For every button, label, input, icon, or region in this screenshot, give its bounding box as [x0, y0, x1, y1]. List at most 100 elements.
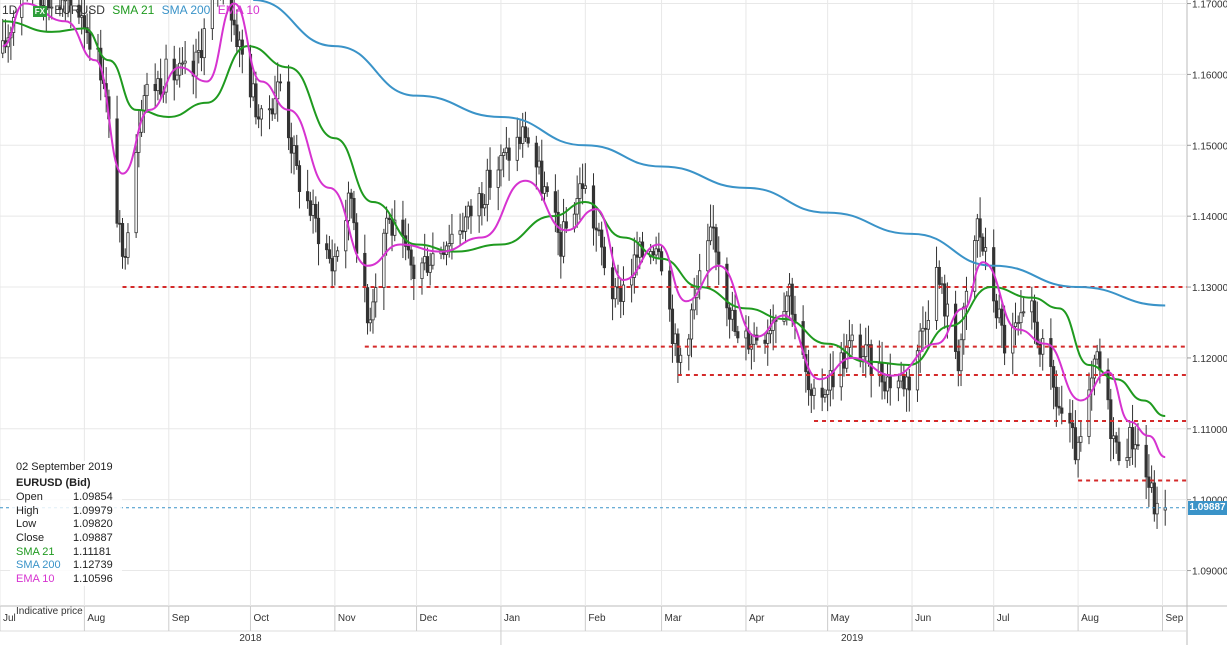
candle-body	[276, 81, 280, 100]
candle	[850, 324, 854, 356]
candle	[412, 256, 416, 300]
candle-body	[1041, 338, 1045, 355]
candle	[1150, 465, 1154, 493]
candle	[1109, 388, 1113, 462]
candle-body	[363, 252, 367, 288]
candle-body	[1060, 407, 1064, 414]
candle	[747, 316, 751, 355]
candle	[888, 353, 892, 406]
candle	[502, 148, 506, 178]
candle	[344, 199, 348, 269]
candle	[466, 201, 470, 230]
candle-body	[725, 263, 729, 309]
candle-body	[365, 287, 370, 324]
candle-body	[610, 267, 615, 300]
candle-body	[1114, 435, 1118, 443]
candle-body	[1125, 457, 1129, 462]
candle-body	[785, 295, 789, 312]
candle-body	[668, 270, 672, 310]
candle-body	[583, 185, 587, 189]
candle	[202, 18, 206, 76]
candle	[736, 325, 740, 344]
candle-body	[869, 344, 873, 376]
candle	[194, 38, 198, 99]
candle-body	[730, 309, 734, 320]
candle-body	[1152, 482, 1156, 515]
candle-body	[126, 232, 130, 258]
candle	[327, 235, 332, 264]
candle	[934, 246, 939, 330]
candle-body	[907, 376, 911, 391]
candle-body	[866, 344, 871, 347]
candle-body	[1150, 482, 1154, 488]
candle	[1079, 420, 1083, 452]
candle	[559, 224, 563, 279]
candle	[1076, 436, 1080, 478]
candle	[3, 19, 8, 54]
candle-body	[888, 376, 892, 389]
candle	[384, 206, 389, 256]
candle-body	[297, 165, 302, 192]
candle-body	[425, 256, 430, 273]
candle-body	[371, 301, 375, 321]
candle-body	[63, 0, 67, 2]
candle-body	[499, 155, 503, 171]
sma21-legend[interactable]: SMA 21	[112, 3, 155, 17]
candle-body	[142, 95, 146, 111]
candle-body	[670, 308, 675, 345]
timeframe-label[interactable]: 1D	[2, 3, 18, 17]
candle	[1041, 329, 1045, 371]
candle-body	[1071, 422, 1075, 429]
candle-body	[461, 230, 465, 233]
candle	[1090, 360, 1094, 411]
sma200-legend[interactable]: SMA 200	[161, 3, 211, 17]
candle-body	[120, 223, 125, 257]
candle	[823, 388, 827, 403]
candle	[1019, 290, 1023, 335]
candle-body	[77, 4, 81, 18]
symbol-label[interactable]: EURUSD	[54, 3, 105, 17]
candle-body	[787, 283, 792, 297]
candle	[540, 139, 544, 201]
candle	[1030, 286, 1034, 330]
candle-body	[820, 387, 824, 398]
candle-body	[676, 333, 680, 363]
candle	[725, 257, 729, 327]
candle	[597, 222, 601, 237]
candle	[752, 322, 756, 363]
candle	[217, 0, 219, 7]
candle	[730, 291, 734, 332]
candle	[485, 158, 489, 222]
candle-body	[597, 229, 601, 232]
candle	[172, 45, 176, 101]
x-month-label: Mar	[665, 613, 683, 624]
x-month-label: Sep	[172, 613, 190, 624]
x-month-label: Jun	[915, 613, 931, 624]
candle	[1128, 421, 1132, 466]
candle	[553, 174, 557, 233]
candle	[847, 319, 852, 358]
candle	[26, 0, 28, 2]
candle	[1155, 486, 1159, 529]
candle	[793, 295, 797, 340]
candle	[1147, 454, 1151, 507]
candle	[297, 160, 302, 209]
candle	[918, 323, 922, 373]
candle-body	[556, 211, 560, 233]
candle	[363, 234, 367, 303]
candle	[259, 105, 263, 137]
candle	[523, 111, 528, 143]
candle	[1071, 400, 1075, 449]
candle	[616, 264, 620, 305]
candle-body	[311, 203, 315, 216]
candle	[276, 62, 280, 122]
candle	[733, 294, 737, 337]
ema10-legend[interactable]: EMA 10	[217, 3, 260, 17]
candle-body	[458, 230, 462, 235]
candle-body	[635, 254, 639, 258]
candle-body	[257, 116, 261, 120]
candle-body	[689, 309, 694, 340]
candle	[1022, 296, 1026, 317]
candle-body	[450, 233, 454, 244]
